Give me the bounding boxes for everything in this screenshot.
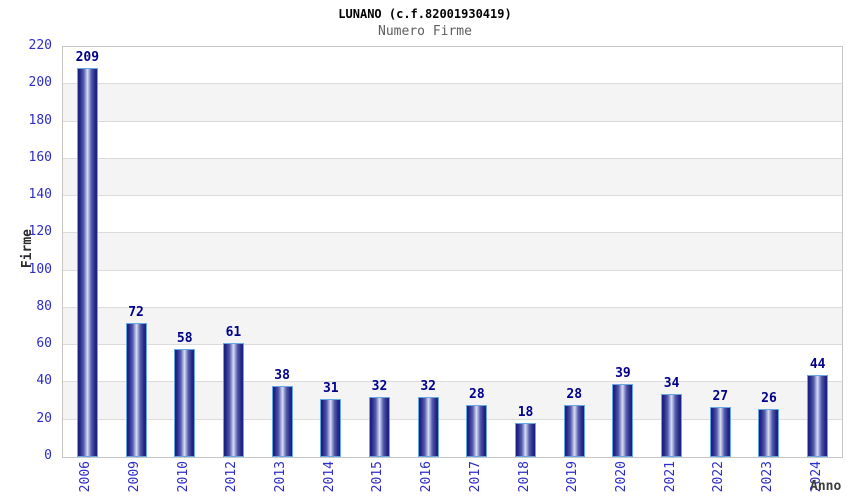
bar-value-label: 31 [322,381,339,397]
bar-value-label: 34 [663,375,680,391]
plot-band [63,47,842,84]
x-tick-label: 2023 [759,461,775,493]
bar-value-label: 18 [517,405,534,421]
x-tick-label: 2018 [516,461,532,493]
gridline [63,232,842,234]
plot-band [63,196,842,233]
y-tick-label: 180 [28,112,52,128]
x-tick-label: 2017 [467,461,483,493]
gridline [63,418,842,420]
x-axis-title: Anno [810,479,842,494]
bar-value-label: 209 [75,49,100,65]
plot-band [63,233,842,271]
bar-2019 [563,404,585,457]
gridline [63,83,842,85]
plot-band [63,307,842,346]
x-tick-label: 2020 [613,461,629,493]
bar-value-label: 44 [809,357,826,372]
bar-2022 [709,406,731,457]
bar-2023 [758,408,780,457]
bar-2010 [174,348,196,457]
bar-value-label: 27 [712,388,729,404]
bar-value-label: 32 [420,379,436,395]
plot-band [63,122,842,159]
y-tick-label: 220 [28,38,52,53]
y-tick-label: 200 [28,75,52,91]
bar-2012 [222,343,244,457]
bar-value-label: 32 [371,379,388,395]
y-tick-label: 20 [36,410,52,426]
gridline [63,120,842,122]
gridline [63,157,842,159]
chart-subtitle: Numero Firme [378,24,472,39]
bar-2014 [320,399,342,457]
bar-value-label: 61 [225,325,242,341]
gridline [63,195,842,197]
plot-band [63,271,842,308]
x-tick-label: 2019 [565,461,581,493]
gridline [63,381,842,383]
y-tick-label: 60 [36,336,52,352]
bar-2006 [76,67,98,457]
bar-2013 [271,386,293,457]
x-tick-label: 2009 [127,461,143,493]
bar-value-label: 39 [615,366,631,382]
bar-2016 [417,397,439,457]
x-tick-label: 2006 [78,461,94,493]
gridline [63,269,842,271]
bar-2015 [368,397,390,457]
bar-value-label: 26 [761,390,777,406]
chart-title: LUNANO (c.f.82001930419) [338,7,512,21]
bar-value-label: 72 [128,304,144,320]
x-tick-label: 2010 [175,461,191,493]
x-tick-label: 2014 [321,461,337,493]
x-tick-label: 2012 [224,461,240,493]
y-tick-label: 120 [28,224,52,240]
y-tick-label: 100 [28,261,52,277]
plot-band [63,84,842,122]
x-tick-label: 2016 [419,461,435,493]
y-tick-label: 140 [28,187,52,203]
x-tick-label: 2015 [370,461,386,493]
gridline [63,344,842,346]
x-tick-label: 2021 [662,461,678,493]
x-tick-label: 2022 [711,461,727,493]
bar-2017 [466,404,488,457]
y-tick-label: 80 [36,298,52,314]
bar-value-label: 38 [274,368,290,384]
plot-area: 209 72 58 61 38 31 32 32 28 18 28 39 34 27 26 44 [62,46,843,458]
bar-2018 [515,423,537,457]
y-tick-label: 0 [44,448,52,463]
bar-2009 [125,322,147,457]
x-tick-label: 2013 [273,461,289,493]
bar-value-label: 28 [566,386,583,402]
bar-2021 [661,393,683,457]
y-tick-label: 160 [28,149,52,165]
bar-2020 [612,384,634,457]
gridline [63,306,842,308]
y-axis-title: Firme [20,229,35,269]
plot-band [63,158,842,197]
bar-value-label: 28 [469,386,485,402]
bar-2024 [807,375,829,457]
bar-value-label: 58 [176,330,193,346]
y-tick-label: 40 [36,373,52,389]
